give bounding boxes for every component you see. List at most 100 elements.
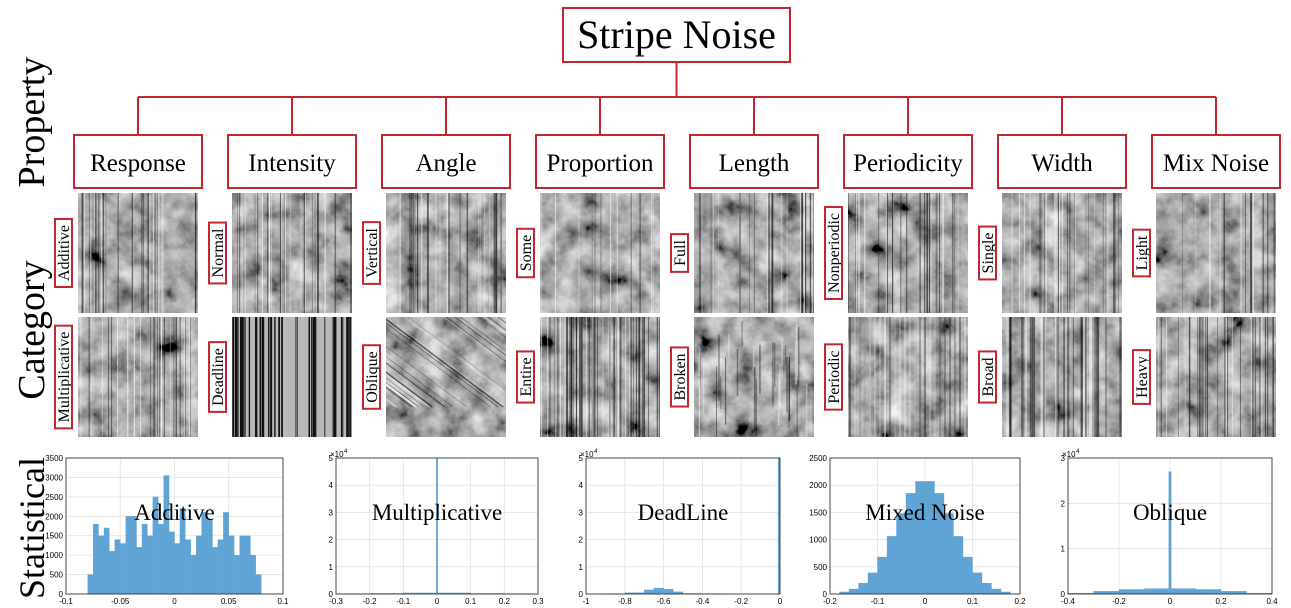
category-label: Light: [1134, 235, 1151, 270]
histogram-label: Oblique: [1133, 500, 1207, 525]
x-tick-label: 0.3: [532, 597, 544, 606]
stripe: [386, 377, 425, 408]
property-box: [73, 134, 203, 189]
image-bg: [848, 317, 968, 437]
y-multiplier-power: 4: [594, 449, 598, 455]
property-box: [689, 134, 819, 189]
bar: [217, 539, 224, 595]
stripe: [386, 386, 414, 408]
category-image: [540, 193, 660, 313]
x-tick-label: -0.2: [1112, 597, 1126, 606]
category-label: Broken: [672, 353, 689, 400]
bar: [644, 589, 655, 595]
image-bg: [1002, 193, 1122, 313]
category-box: [1132, 228, 1151, 278]
property-label: Periodicity: [853, 150, 963, 177]
y-tick-label: 5: [329, 454, 334, 463]
image-bg: [386, 193, 506, 313]
x-tick-label: -0.2: [823, 597, 837, 606]
image-bg: [386, 317, 506, 437]
stripe: [386, 362, 446, 408]
x-tick-label: 0: [778, 597, 783, 606]
bar: [1220, 591, 1247, 595]
y-tick-label: 0: [579, 590, 584, 599]
stripe: [386, 322, 499, 408]
stripe: [445, 317, 506, 363]
plot-area: [586, 458, 780, 594]
category-box: [362, 344, 381, 410]
x-tick-label: -0.6: [657, 597, 671, 606]
y-tick-label: 2: [329, 536, 334, 545]
stripe: [386, 317, 505, 408]
category-image: [694, 193, 814, 313]
bar: [87, 574, 94, 595]
category-box: [516, 350, 535, 404]
bar: [98, 535, 105, 595]
x-tick-label: -0.05: [111, 597, 130, 606]
category-box: [516, 227, 535, 279]
category-label: Periodic: [826, 350, 843, 403]
x-tick-label: 0.2: [499, 597, 511, 606]
property-label: Length: [719, 150, 790, 177]
x-tick-label: 0.1: [277, 597, 289, 606]
histogram-label: Mixed Noise: [865, 500, 984, 525]
x-tick-label: -0.3: [329, 597, 343, 606]
stripe: [386, 373, 431, 408]
title: Stripe Noise: [577, 12, 776, 57]
y-tick-label: 1000: [45, 551, 63, 560]
property-box: [227, 134, 357, 189]
category-box: [824, 343, 843, 411]
bar: [168, 531, 175, 595]
stripe: [482, 317, 506, 335]
stripe: [386, 383, 418, 408]
bar: [972, 572, 983, 595]
y-tick-label: 3: [329, 508, 334, 517]
category-label: Normal: [210, 228, 227, 277]
row-label: Statistical: [12, 457, 52, 599]
category-box: [1132, 349, 1151, 405]
bar: [250, 554, 257, 595]
stripe: [443, 317, 506, 364]
y-multiplier: ×10: [330, 450, 344, 459]
y-tick-label: 4: [329, 481, 334, 490]
plot-frame: [335, 457, 539, 595]
category-box: [978, 225, 997, 281]
stripe: [386, 346, 467, 408]
plot-frame: [65, 457, 284, 595]
category-label: Nonperiodic: [826, 213, 843, 293]
plot-frame: [1067, 457, 1273, 595]
category-box: [54, 324, 73, 430]
category-image: [232, 193, 352, 313]
property-box: [843, 134, 973, 189]
stripe: [386, 371, 433, 408]
bar: [896, 513, 907, 595]
category-image: [848, 193, 968, 313]
category-image: [540, 317, 660, 437]
bar: [109, 551, 115, 595]
stripe: [386, 317, 506, 408]
bar: [858, 582, 869, 595]
x-tick-label: -0.1: [871, 597, 885, 606]
stripe: [386, 356, 454, 408]
category-label: Single: [980, 233, 997, 274]
property-box: [997, 134, 1127, 189]
image-bg: [694, 317, 814, 437]
x-tick-label: 0: [1168, 597, 1173, 606]
x-tick-label: -0.8: [618, 597, 632, 606]
category-label: Some: [518, 235, 535, 271]
stripe: [386, 383, 418, 408]
stripe: [386, 318, 503, 408]
x-tick-label: 0.4: [1266, 597, 1278, 606]
property-label: Response: [90, 150, 186, 177]
category-image: [694, 317, 814, 437]
category-image: [232, 317, 352, 437]
category-image: [386, 317, 506, 437]
bar: [924, 481, 935, 595]
bar: [103, 527, 110, 595]
y-tick-label: 4: [579, 481, 584, 490]
plot-frame: [585, 457, 781, 595]
category-label: Vertical: [364, 228, 381, 278]
property-label: Proportion: [547, 150, 654, 177]
bar: [228, 535, 235, 595]
y-tick-label: 1500: [809, 508, 827, 517]
